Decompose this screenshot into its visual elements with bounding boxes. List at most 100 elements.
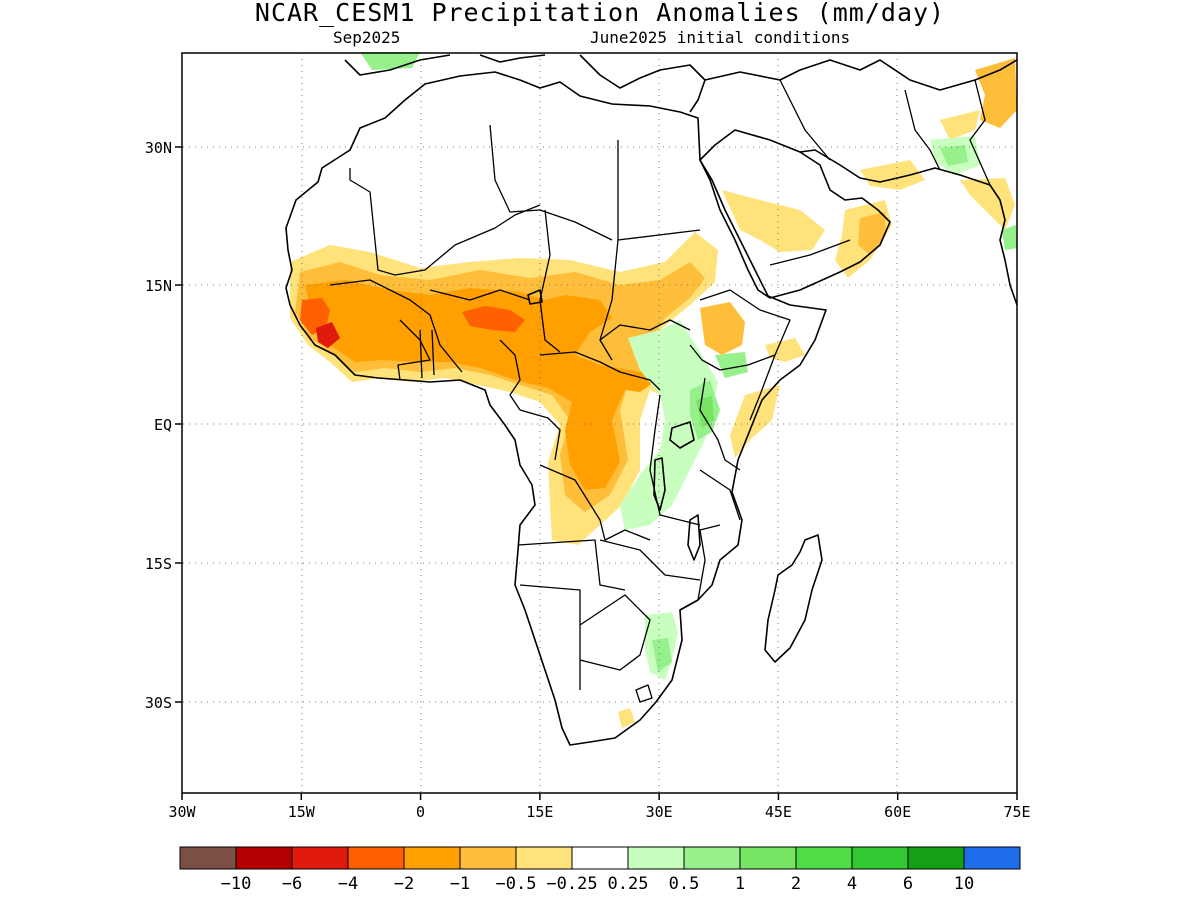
border-mozambique xyxy=(679,524,721,611)
colorbar-swatch xyxy=(907,846,965,870)
gridlines xyxy=(183,53,1017,793)
x-tick-label: 0 xyxy=(416,803,425,821)
nigeria-core xyxy=(462,306,525,332)
central-asia-dry xyxy=(975,58,1017,128)
pakistan-dry xyxy=(860,160,925,190)
india-coastline xyxy=(989,184,1018,306)
colorbar-swatch xyxy=(235,846,293,870)
border-nigeria-cameroon xyxy=(499,339,521,411)
colorbar-swatch xyxy=(963,846,1021,870)
ethiopia-dry-light xyxy=(765,338,805,362)
x-tick-label: 15E xyxy=(526,803,553,821)
colorbar-label: 1 xyxy=(735,874,745,894)
arabia-dry xyxy=(722,190,825,252)
border-chad-sudan xyxy=(539,209,561,353)
border-tanzania xyxy=(699,469,741,521)
x-tick-label: 75E xyxy=(1003,803,1030,821)
border-botswana xyxy=(579,594,651,671)
colorbar-label: 0.25 xyxy=(608,874,649,894)
x-tick-label: 60E xyxy=(884,803,911,821)
border-lesotho xyxy=(635,684,653,703)
border-algeria-libya xyxy=(489,124,613,241)
colorbar-label: −0.5 xyxy=(496,874,537,894)
lake-victoria xyxy=(669,421,695,449)
x-tick-label: 45E xyxy=(765,803,792,821)
border-drc-south xyxy=(539,464,651,541)
border-saudi-yemen xyxy=(769,239,851,266)
east-africa-wet xyxy=(620,320,718,530)
persia-dry xyxy=(960,178,1015,230)
colorbar-label: 6 xyxy=(903,874,913,894)
colorbar-label: 0.5 xyxy=(669,874,700,894)
colorbar-label: −10 xyxy=(221,874,252,894)
y-tick-label: EQ xyxy=(154,416,172,434)
border-kenya xyxy=(699,377,741,471)
colorbar-swatch xyxy=(459,846,517,870)
iran-wet-core xyxy=(940,145,968,166)
colorbar-label: −1 xyxy=(450,874,470,894)
southeast-africa-wet-core xyxy=(652,638,672,672)
x-tick-label: 30W xyxy=(168,803,196,821)
colorbar-swatch xyxy=(683,846,741,870)
border-pakistan-india xyxy=(969,79,991,186)
colorbar-label: −0.25 xyxy=(546,874,597,894)
border-car xyxy=(539,351,661,391)
y-tick-label: 15S xyxy=(145,555,172,573)
colorbar-swatch xyxy=(347,846,405,870)
uganda-wet xyxy=(660,340,690,368)
border-burkina xyxy=(397,319,431,381)
oman-dry xyxy=(858,212,886,255)
colorbar-swatch xyxy=(515,846,573,870)
x-axis: 30W 15W 0 15E 30E 45E 60E 75E xyxy=(168,793,1031,821)
anomaly-shading xyxy=(290,52,1017,728)
country-borders xyxy=(329,79,991,703)
guinea-coast-red xyxy=(316,322,340,348)
ethiopia-wet xyxy=(715,352,748,378)
arabia-coastline xyxy=(699,129,891,299)
y-axis: 30N 15N EQ 15S 30S xyxy=(145,139,182,712)
north-africa-wet xyxy=(360,52,420,70)
colorbar: −10 −6 −4 −2 −1 −0.5 −0.25 0.25 0.5 1 2 4 6 10 xyxy=(179,846,1021,894)
colorbar-swatch xyxy=(851,846,909,870)
colorbar-label: 2 xyxy=(791,874,801,894)
border-zambia xyxy=(599,539,701,581)
ethiopia-dry xyxy=(700,302,745,355)
y-tick-label: 15N xyxy=(145,277,172,295)
central-asia-dry-light xyxy=(940,110,980,140)
border-iran-afghanistan xyxy=(904,89,941,171)
colorbar-label: −6 xyxy=(282,874,302,894)
x-tick-label: 30E xyxy=(646,803,673,821)
border-sudan-south-sudan xyxy=(599,319,691,341)
india-wet xyxy=(1002,225,1017,250)
border-sahel-south xyxy=(329,279,463,373)
border-egypt-sudan xyxy=(599,239,619,361)
madagascar-coastline xyxy=(764,534,823,663)
middle-east-coastline xyxy=(689,59,1018,113)
border-namibia xyxy=(519,584,581,690)
border-somalia xyxy=(749,354,776,421)
border-congo xyxy=(519,409,561,461)
map-frame xyxy=(181,52,1018,794)
border-niger-nigeria xyxy=(429,289,531,301)
south-africa-dry xyxy=(618,708,635,728)
colorbar-label: 4 xyxy=(847,874,857,894)
coastlines xyxy=(285,54,1018,746)
border-ghana-togo xyxy=(419,329,435,379)
border-drc-east xyxy=(649,394,701,526)
kenya-coast-dry xyxy=(730,385,780,458)
initial-conditions-label: June2025 initial conditions xyxy=(590,28,851,47)
border-mauritania-mali xyxy=(349,168,541,276)
colorbar-label: −2 xyxy=(394,874,414,894)
colorbar-swatch xyxy=(627,846,685,870)
colorbar-label: −4 xyxy=(338,874,358,894)
lake-chad xyxy=(527,289,543,305)
border-iraq-iran xyxy=(779,79,831,161)
valid-month-label: Sep2025 xyxy=(333,28,401,47)
y-tick-label: 30N xyxy=(145,139,172,157)
y-tick-label: 30S xyxy=(145,694,172,712)
colorbar-swatch xyxy=(179,846,237,870)
colorbar-swatch xyxy=(291,846,349,870)
colorbar-label: 10 xyxy=(954,874,974,894)
colorbar-swatch xyxy=(403,846,461,870)
europe-coastline xyxy=(344,54,706,89)
